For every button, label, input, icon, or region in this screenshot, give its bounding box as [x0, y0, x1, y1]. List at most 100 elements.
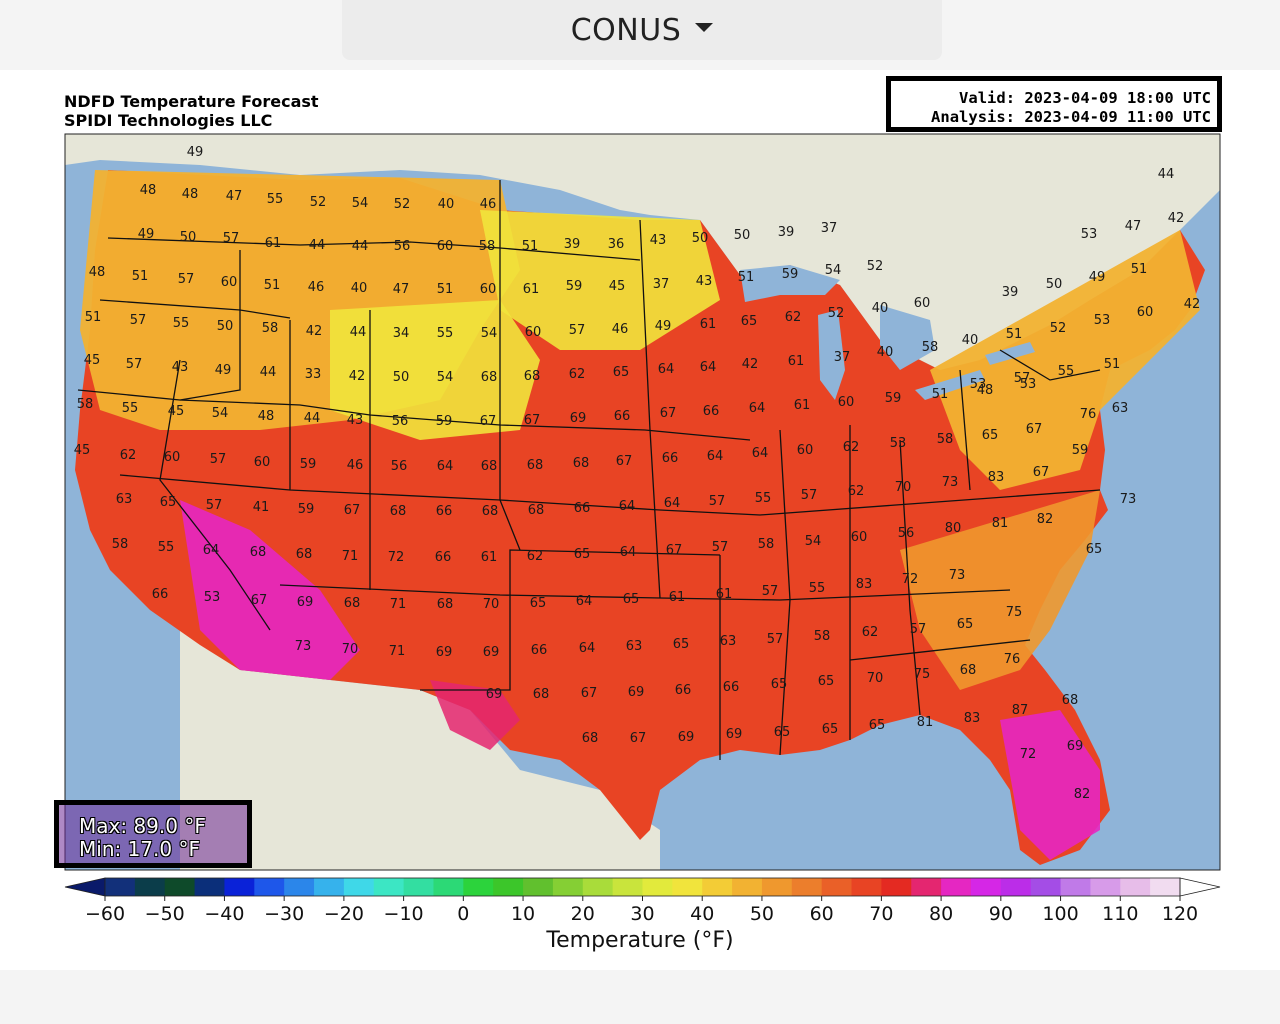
- station-value: 68: [527, 458, 544, 473]
- station-value: 67: [344, 503, 361, 518]
- station-value: 83: [988, 470, 1005, 485]
- station-value: 54: [352, 196, 369, 211]
- colorbar-bin: [970, 878, 1002, 896]
- station-value: 65: [818, 674, 835, 689]
- colorbar-bin: [672, 878, 703, 896]
- colorbar-bin: [821, 878, 853, 896]
- colorbar-bin: [134, 878, 166, 896]
- station-value: 64: [620, 545, 637, 560]
- lake-ontario: [985, 342, 1035, 365]
- colorbar-bin: [1120, 878, 1151, 896]
- station-value: 72: [388, 550, 405, 565]
- station-value: 54: [437, 370, 454, 385]
- station-value: 49: [138, 227, 155, 242]
- station-value: 69: [726, 727, 743, 742]
- station-value: 50: [1046, 277, 1063, 292]
- station-value: 58: [814, 629, 831, 644]
- colorbar-bin: [523, 878, 554, 896]
- station-value: 59: [885, 391, 902, 406]
- station-value: 46: [347, 458, 364, 473]
- station-value: 73: [942, 475, 959, 490]
- station-value: 36: [608, 237, 625, 252]
- station-value: 68: [344, 596, 361, 611]
- map-canvas: 49 48 48 47 55 52 54 52 40 46 49 50 57 61 44 44 56 60 58 51…: [64, 133, 1221, 925]
- colorbar-bin: [851, 878, 882, 896]
- station-value: 55: [173, 316, 190, 331]
- station-value: 57: [1014, 371, 1031, 386]
- station-value: 58: [77, 397, 94, 412]
- station-value: 62: [862, 625, 879, 640]
- station-value: 65: [530, 596, 547, 611]
- colorbar-tick-label: −40: [204, 903, 244, 925]
- station-value: 82: [1037, 512, 1054, 527]
- station-value: 60: [914, 296, 931, 311]
- zone-desert-hot: [180, 500, 360, 680]
- station-value: 60: [838, 395, 855, 410]
- station-value: 52: [1050, 321, 1067, 336]
- station-value: 39: [778, 225, 795, 240]
- colorbar-bin: [761, 878, 793, 896]
- station-value: 41: [253, 500, 270, 515]
- colorbar-tick-label: 120: [1162, 903, 1198, 925]
- station-value: 71: [342, 549, 359, 564]
- station-value: 45: [609, 279, 626, 294]
- station-value: 39: [564, 237, 581, 252]
- colorbar-bin: [284, 878, 315, 896]
- station-value: 60: [851, 530, 868, 545]
- station-value: 67: [666, 543, 683, 558]
- colorbar-tick-label: 60: [810, 903, 834, 925]
- station-value: 51: [522, 239, 539, 254]
- station-value: 60: [221, 275, 238, 290]
- station-value: 57: [210, 452, 227, 467]
- station-value: 64: [619, 499, 636, 514]
- station-value: 44: [304, 411, 321, 426]
- station-value: 58: [262, 321, 279, 336]
- zone-florida-hot: [1000, 710, 1100, 860]
- station-value: 61: [669, 590, 686, 605]
- station-value: 57: [712, 540, 729, 555]
- state-borders: [77, 180, 1101, 760]
- station-value: 66: [662, 451, 679, 466]
- station-value: 53: [204, 590, 221, 605]
- station-value: 56: [392, 414, 409, 429]
- colorbar-bin: [911, 878, 942, 896]
- max-temperature: Max: 89.0 °F: [79, 814, 206, 838]
- station-value: 73: [1120, 492, 1137, 507]
- station-value: 49: [1089, 270, 1106, 285]
- colorbar-tick-label: 80: [929, 903, 953, 925]
- station-value: 71: [390, 597, 407, 612]
- region-selector[interactable]: CONUS: [342, 0, 942, 60]
- station-value: 61: [481, 550, 498, 565]
- colorbar-tick-label: −30: [264, 903, 304, 925]
- station-value: 62: [527, 549, 544, 564]
- station-value: 51: [738, 270, 755, 285]
- zone-dakotas-cool: [480, 210, 720, 350]
- station-value: 42: [1168, 211, 1185, 226]
- colorbar-max-arrow: [1179, 877, 1221, 897]
- colorbar-tick-label: 50: [750, 903, 774, 925]
- station-value: 44: [1158, 167, 1175, 182]
- station-value: 70: [483, 597, 500, 612]
- station-value: 60: [164, 450, 181, 465]
- station-value: 66: [152, 587, 169, 602]
- colorbar-tick-label: 40: [690, 903, 714, 925]
- station-value: 59: [566, 279, 583, 294]
- station-value: 66: [703, 404, 720, 419]
- station-value: 82: [1074, 787, 1091, 802]
- station-value: 68: [960, 663, 977, 678]
- station-value: 81: [992, 516, 1009, 531]
- colorbar-bin: [194, 878, 225, 896]
- station-value: 57: [801, 488, 818, 503]
- station-value: 56: [898, 526, 915, 541]
- station-value: 48: [977, 383, 994, 398]
- station-value: 70: [342, 642, 359, 657]
- station-value: 64: [576, 594, 593, 609]
- colorbar-tick-label: 110: [1102, 903, 1138, 925]
- station-value: 62: [120, 448, 137, 463]
- colorbar-bin: [732, 878, 763, 896]
- station-value: 51: [1131, 262, 1148, 277]
- colorbar-tick-label: −50: [145, 903, 185, 925]
- station-value: 62: [843, 440, 860, 455]
- station-value: 67: [524, 413, 541, 428]
- station-value: 87: [1012, 703, 1029, 718]
